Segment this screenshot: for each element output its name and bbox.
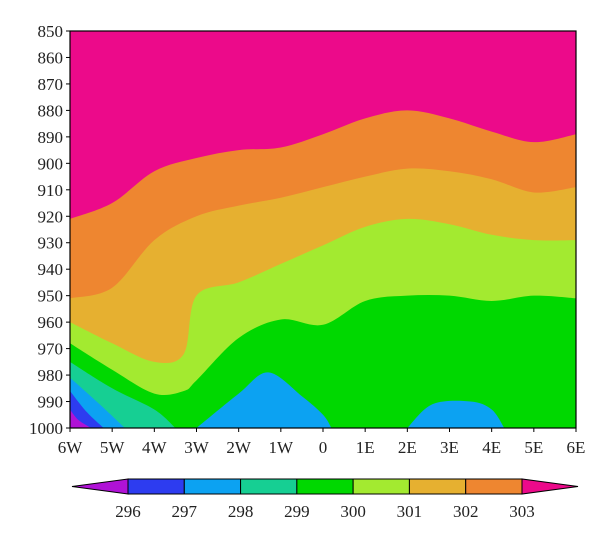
y-tick-label: 930 <box>38 234 64 253</box>
colorbar-extend-low <box>71 478 129 495</box>
colorbar-swatch <box>183 478 242 495</box>
y-tick-label: 970 <box>38 340 64 359</box>
y-tick-label: 900 <box>38 154 64 173</box>
colorbar-extend-high <box>521 478 579 495</box>
colorbar-label: 300 <box>340 502 366 521</box>
colorbar-label: 296 <box>115 502 141 521</box>
contour-band-below-296 <box>70 409 92 428</box>
y-tick-label: 890 <box>38 128 64 147</box>
colorbar-label: 297 <box>172 502 198 521</box>
colorbar-swatch <box>352 478 410 495</box>
colorbar-swatch <box>296 478 354 495</box>
x-tick-label: 4W <box>142 438 168 457</box>
contour-band-below-300 <box>70 295 576 428</box>
y-tick-label: 980 <box>38 366 64 385</box>
colorbar-swatch <box>408 478 467 495</box>
y-tick-label: 1000 <box>29 419 63 438</box>
contour-pocket-299-1 <box>196 372 332 428</box>
x-tick-label: 3E <box>440 438 459 457</box>
y-tick-label: 850 <box>38 22 64 41</box>
y-tick-label: 990 <box>38 393 64 412</box>
x-tick-label: 2W <box>226 438 252 457</box>
colorbar-label: 298 <box>228 502 254 521</box>
colorbar-label: 303 <box>509 502 535 521</box>
x-axis: 6W 5W 4W 3W 2W 1W 0 1E 2E 3E 4E 5E 6E <box>58 428 586 457</box>
y-tick-label: 960 <box>38 313 64 332</box>
contour-fills <box>70 31 576 428</box>
colorbar-swatch <box>240 478 298 495</box>
x-tick-label: 6W <box>58 438 84 457</box>
x-tick-label: 0 <box>319 438 328 457</box>
x-tick-label: 5W <box>100 438 126 457</box>
y-tick-label: 940 <box>38 260 64 279</box>
x-tick-label: 1W <box>269 438 295 457</box>
contour-band-below-297 <box>70 390 104 428</box>
colorbar: 296 297 298 299 300 301 302 303 <box>71 478 579 521</box>
x-tick-label: 2E <box>398 438 417 457</box>
y-tick-label: 910 <box>38 181 64 200</box>
y-tick-label: 860 <box>38 48 64 67</box>
colorbar-swatch <box>465 478 523 495</box>
y-axis: 850 860 870 880 890 900 910 920 930 940 950 960 970 9… <box>29 22 70 438</box>
colorbar-swatch <box>127 478 185 495</box>
plot-area <box>69 30 577 429</box>
colorbar-label: 299 <box>284 502 310 521</box>
contour-pocket-299-2 <box>407 400 505 428</box>
colorbar-label: 302 <box>453 502 479 521</box>
y-tick-label: 950 <box>38 287 64 306</box>
x-tick-label: 3W <box>184 438 210 457</box>
x-tick-label: 5E <box>524 438 543 457</box>
x-tick-label: 4E <box>482 438 501 457</box>
colorbar-label: 301 <box>397 502 423 521</box>
y-tick-label: 920 <box>38 207 64 226</box>
y-tick-label: 880 <box>38 101 64 120</box>
y-tick-label: 870 <box>38 75 64 94</box>
x-tick-label: 1E <box>356 438 375 457</box>
x-tick-label: 6E <box>567 438 586 457</box>
